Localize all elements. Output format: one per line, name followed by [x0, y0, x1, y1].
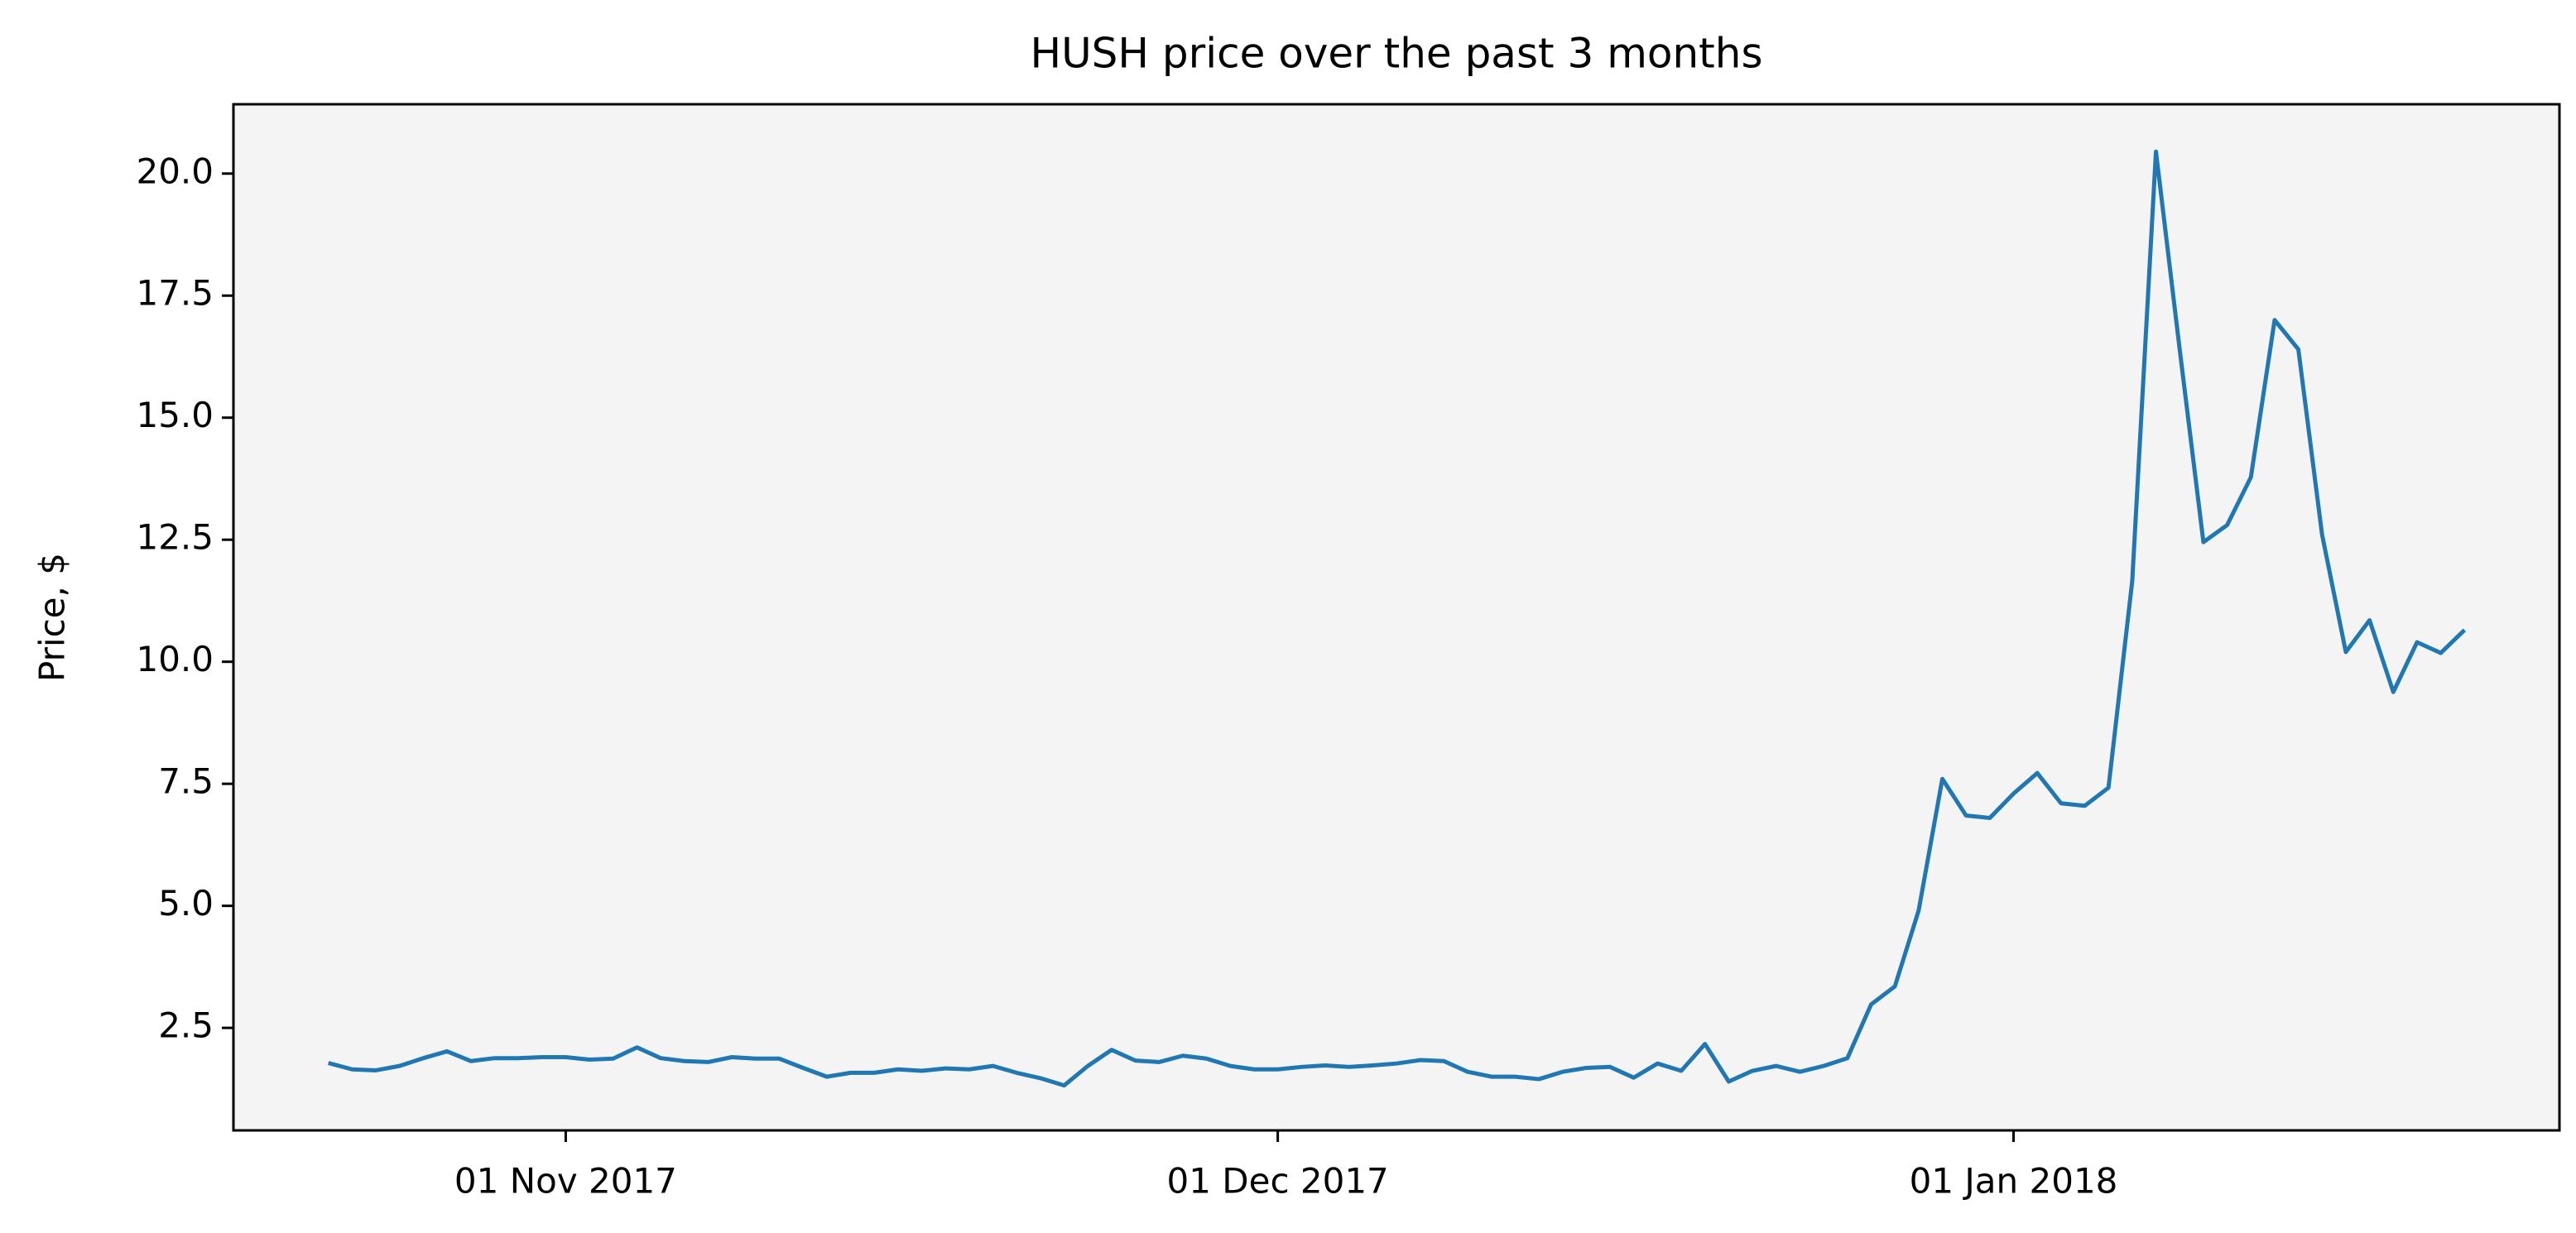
y-tick-label: 15.0 [136, 395, 214, 435]
y-tick-label: 20.0 [136, 151, 214, 191]
y-tick-label: 2.5 [158, 1005, 214, 1046]
chart-title: HUSH price over the past 3 months [1030, 30, 1762, 78]
price-line [328, 149, 2467, 1088]
y-tick-label: 12.5 [136, 517, 214, 558]
x-tick-label: 01 Jan 2018 [1910, 1161, 2118, 1202]
y-axis-label: Price, $ [32, 553, 73, 682]
y-tick-label: 7.5 [158, 761, 214, 802]
y-tick-label: 5.0 [158, 883, 214, 924]
x-tick-label: 01 Dec 2017 [1166, 1161, 1388, 1202]
x-tick-label: 01 Nov 2017 [454, 1161, 677, 1202]
y-tick-label: 17.5 [136, 273, 214, 314]
plot-background [233, 104, 2559, 1130]
plot-frame [232, 103, 2561, 1132]
y-tick-label: 10.0 [136, 639, 214, 679]
